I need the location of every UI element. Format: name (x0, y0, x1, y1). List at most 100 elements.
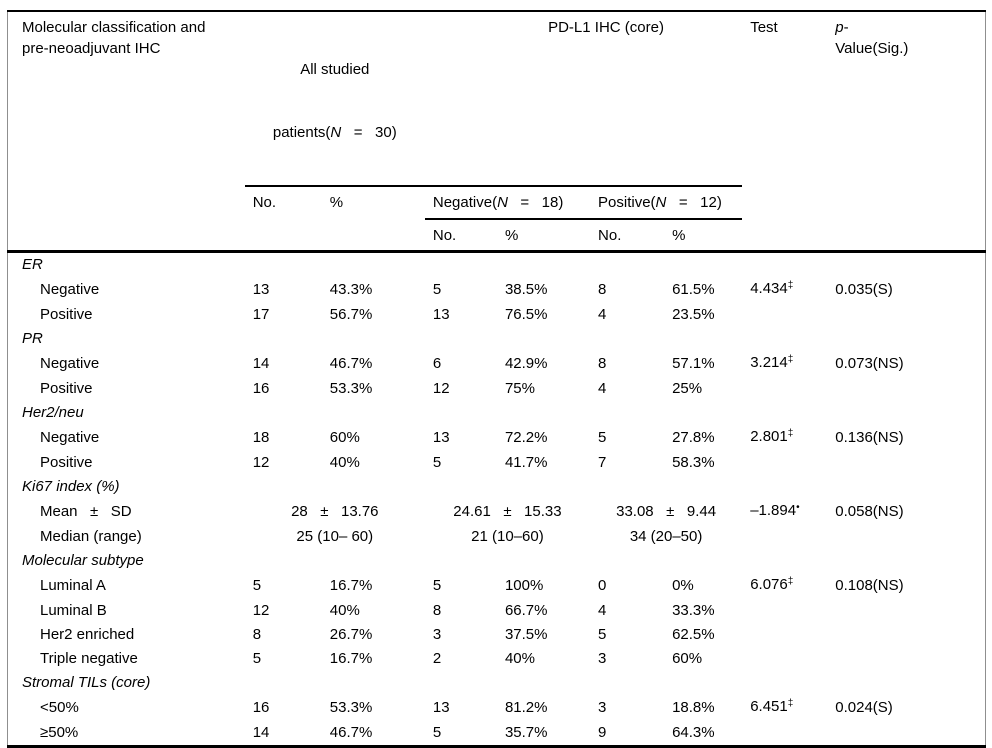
section-label: ER (22, 255, 43, 273)
cell-neg-no: 5 (432, 723, 442, 741)
section-label: PR (22, 329, 43, 347)
header-pdl1-group: PD-L1 IHC (core) (424, 11, 743, 187)
row-label: Negative (40, 428, 100, 446)
cell-neg-pct: 76.5% (504, 305, 548, 323)
cell-neg-no: 5 (432, 453, 442, 471)
cell-all-median: 25 (10– 60) (296, 527, 374, 545)
header-all-no: No. (252, 194, 277, 211)
header-all-patients: All studied patients(N = 30) (244, 11, 425, 187)
cell-pos-pct: 62.5% (672, 625, 715, 643)
test-superscript: ‡ (787, 427, 794, 439)
cell-neg-pct: 38.5% (504, 280, 548, 298)
cell-p-value: 0.058(NS) (835, 502, 904, 520)
cell-neg-no: 13 (432, 305, 450, 323)
cell-test: –1.894• (750, 501, 800, 519)
cell-pos-pct: 57.1% (672, 354, 715, 372)
cell-p-value (827, 451, 985, 475)
section-row-ki67: Ki67 index (%) (8, 475, 986, 499)
cell-all-no: 17 (252, 305, 270, 323)
test-superscript: ‡ (787, 279, 794, 291)
cell-test: 4.434‡ (750, 279, 794, 297)
row-label: <50% (40, 698, 79, 716)
row-label: Luminal A (40, 576, 106, 594)
cell-p-value: 0.024(S) (835, 698, 893, 716)
section-row-her2: Her2/neu (8, 401, 986, 425)
header-neg-no: No. (432, 227, 457, 244)
cell-pos-median: 34 (20–50) (629, 527, 703, 545)
cell-test: 6.076‡ (750, 575, 794, 593)
header-positive-group: Positive(N = 12) (590, 186, 743, 220)
cell-p-value (827, 721, 985, 747)
section-row-er: ER (8, 251, 986, 277)
cell-neg-no: 3 (432, 625, 442, 643)
cell-all-no: 5 (252, 576, 262, 594)
table-row: ≥50% 14 46.7% 5 35.7% 9 64.3% (8, 721, 986, 747)
cell-pos-no: 8 (598, 280, 607, 298)
row-label: Her2 enriched (40, 625, 135, 643)
cell-all-pct: 40% (329, 601, 360, 619)
cell-all-no: 12 (252, 453, 270, 471)
cell-all-pct: 16.7% (329, 576, 373, 594)
cell-pos-mean-sd: 33.08 ± 9.44 (616, 502, 717, 520)
cell-all-pct: 53.3% (329, 698, 373, 716)
cell-neg-no: 8 (432, 601, 442, 619)
all-patients-line1: All studied (300, 61, 370, 78)
cell-neg-no: 12 (432, 379, 450, 397)
table-row: Negative 13 43.3% 5 38.5% 8 61.5% 4.434‡… (8, 277, 986, 303)
cell-neg-no: 2 (432, 649, 442, 667)
test-superscript: ‡ (787, 353, 794, 365)
section-label: Molecular subtype (22, 551, 144, 569)
cell-pos-no: 3 (598, 649, 607, 667)
cell-test (742, 377, 827, 401)
table-row: Negative 14 46.7% 6 42.9% 8 57.1% 3.214‡… (8, 351, 986, 377)
cell-pos-pct: 33.3% (672, 601, 715, 619)
cell-neg-pct: 35.7% (504, 723, 548, 741)
row-label: Luminal B (40, 601, 107, 619)
table-row: Triple negative 5 16.7% 2 40% 3 60% (8, 647, 986, 671)
cell-pos-pct: 58.3% (672, 453, 715, 471)
cell-pos-pct: 61.5% (672, 280, 715, 298)
row-label: Positive (40, 379, 93, 397)
cell-test: 6.451‡ (750, 697, 794, 715)
n-symbol: N (655, 194, 667, 211)
cell-test (742, 525, 827, 549)
section-label: Her2/neu (22, 403, 84, 421)
cell-all-no: 5 (252, 649, 262, 667)
header-p-value: p- Value(Sig.) (835, 19, 909, 57)
cell-all-pct: 56.7% (329, 305, 373, 323)
table-header: Molecular classification and pre-neoadju… (7, 11, 986, 251)
cell-all-pct: 16.7% (329, 649, 373, 667)
cell-all-no: 12 (252, 601, 270, 619)
cell-pos-no: 4 (598, 379, 607, 397)
test-superscript: • (796, 501, 800, 513)
table-row-median-range: Median (range) 25 (10– 60) 21 (10–60) 34… (8, 525, 986, 549)
row-label: Positive (40, 305, 93, 323)
row-label: Negative (40, 280, 100, 298)
cell-pos-no: 3 (598, 698, 607, 716)
section-row-pr: PR (8, 327, 986, 351)
header-pos-pct: % (672, 227, 686, 244)
cell-pos-no: 4 (598, 305, 607, 323)
header-pos-no: No. (598, 227, 622, 244)
cell-all-pct: 46.7% (329, 354, 373, 372)
cell-pos-pct: 27.8% (672, 428, 715, 446)
cell-test (742, 303, 827, 327)
header-row-groups: Molecular classification and pre-neoadju… (8, 11, 986, 187)
header-neg-pct: % (504, 227, 519, 244)
cell-neg-pct: 81.2% (504, 698, 548, 716)
n-symbol: N (330, 124, 342, 141)
cell-pos-pct: 64.3% (672, 723, 715, 741)
section-row-subtype: Molecular subtype (8, 549, 986, 573)
paper-table-page: Molecular classification and pre-neoadju… (7, 10, 986, 748)
cell-all-pct: 40% (329, 453, 360, 471)
cell-all-pct: 26.7% (329, 625, 373, 643)
cell-neg-no: 6 (432, 354, 442, 372)
cell-neg-pct: 100% (504, 576, 544, 594)
cell-all-no: 14 (252, 723, 270, 741)
cell-p-value: 0.136(NS) (835, 428, 904, 446)
cell-neg-pct: 72.2% (504, 428, 548, 446)
row-label: Mean ± SD (40, 502, 132, 520)
cell-all-mean-sd: 28 ± 13.76 (291, 502, 379, 520)
cell-neg-pct: 41.7% (504, 453, 548, 471)
table-body: ER Negative 13 43.3% 5 38.5% 8 61.5% 4.4… (8, 251, 986, 746)
